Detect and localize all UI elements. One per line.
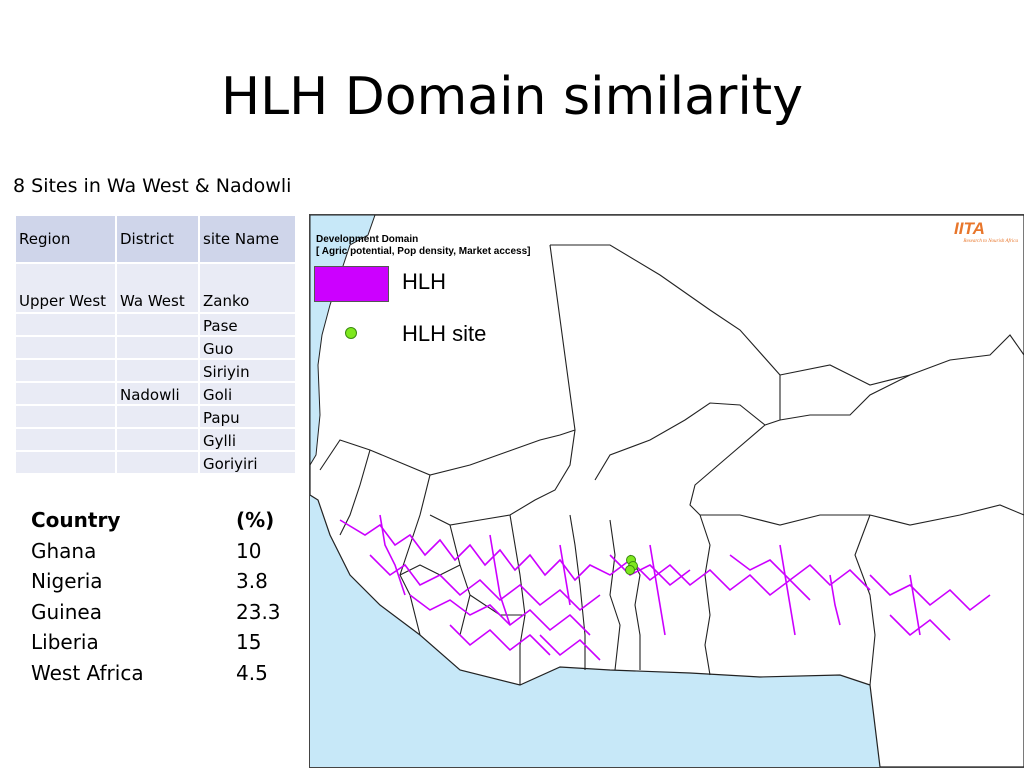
list-item: Nigeria 3.8 (31, 566, 281, 597)
legend-site-dot (345, 327, 357, 339)
table-cell (115, 335, 200, 360)
header-site-name: site Name (198, 214, 297, 264)
logo-tagline: Research to Nourish Africa (963, 239, 1018, 244)
table-cell (115, 427, 200, 452)
page-title: HLH Domain similarity (221, 67, 803, 127)
table-cell (14, 427, 117, 452)
list-item: Liberia 15 (31, 627, 281, 658)
table-cell: Goli (198, 381, 297, 406)
table-cell: Wa West (115, 262, 200, 314)
country-percent: 4.5 (236, 660, 268, 685)
country-name: Guinea (31, 599, 102, 624)
list-item: Guinea 23.3 (31, 597, 281, 628)
table-cell (14, 404, 117, 429)
country-percent: 15 (236, 630, 262, 654)
table-cell (14, 450, 117, 475)
table-cell: Papu (198, 404, 297, 429)
table-cell: Upper West (14, 262, 117, 314)
iita-logo: IITA Research to Nourish Africa (954, 219, 1018, 251)
table-cell (115, 312, 200, 337)
table-row: Papu (14, 404, 297, 429)
table-row: Goriyiri (14, 450, 297, 475)
table-cell (14, 381, 117, 406)
table-cell: Goriyiri (198, 450, 297, 475)
list-item: West Africa 4.5 (31, 658, 281, 689)
table-row: Gylli (14, 427, 297, 452)
table-cell: Zanko (198, 262, 297, 314)
table-cell (14, 312, 117, 337)
table-cell (14, 335, 117, 360)
country-percent: 10 (236, 538, 262, 563)
country-percent-list: Country (%) Ghana 10 Nigeria 3.8 Guinea 23.3… (31, 505, 281, 688)
west-africa-map: Development Domain [ Agric potential, Po… (309, 214, 1024, 768)
legend-hlh-label: HLH (402, 269, 447, 294)
legend-title: Development Domain [ Agric potential, Po… (316, 234, 531, 258)
hlh-domain-areas (339, 514, 991, 661)
list-item: Ghana 10 (31, 536, 281, 567)
country-percent: 23.3 (236, 599, 281, 624)
hlh-site-markers (625, 555, 638, 575)
table-row: Siriyin (14, 358, 297, 383)
legend-title-line2: [ Agric potential, Pop density, Market a… (316, 246, 531, 257)
country-percent: 3.8 (236, 569, 268, 593)
header-region: Region (14, 214, 117, 264)
table-cell: Gylli (198, 427, 297, 452)
legend-hlh-swatch (314, 266, 389, 302)
legend-title-line1: Development Domain (316, 234, 419, 245)
stats-header-row: Country (%) (31, 505, 281, 536)
table-cell: Pase (198, 312, 297, 337)
sites-table: Region District site Name Upper West Wa … (14, 214, 297, 475)
logo-text: IITA (954, 219, 985, 238)
country-name: West Africa (31, 660, 144, 685)
land-mass (310, 215, 1024, 767)
header-district: District (115, 214, 200, 264)
table-cell: Guo (198, 335, 297, 360)
table-cell (115, 358, 200, 383)
table-cell: Nadowli (115, 381, 200, 406)
table-cell (115, 404, 200, 429)
hlh-site-dot (625, 565, 635, 575)
table-row: Pase (14, 312, 297, 337)
table-row: Nadowli Goli (14, 381, 297, 406)
country-name: Nigeria (31, 569, 103, 593)
table-header-row: Region District site Name (14, 214, 297, 264)
stats-header-country: Country (31, 508, 121, 532)
table-row: Upper West Wa West Zanko (14, 262, 297, 314)
table-cell (14, 358, 117, 383)
country-name: Ghana (31, 538, 97, 563)
table-cell (115, 450, 200, 475)
table-cell: Siriyin (198, 358, 297, 383)
stats-header-percent: (%) (236, 508, 275, 532)
map-graphic (310, 215, 1024, 767)
sites-subtitle: 8 Sites in Wa West & Nadowli (13, 175, 292, 197)
legend-site-label: HLH site (402, 321, 487, 346)
country-name: Liberia (31, 630, 99, 654)
table-row: Guo (14, 335, 297, 360)
